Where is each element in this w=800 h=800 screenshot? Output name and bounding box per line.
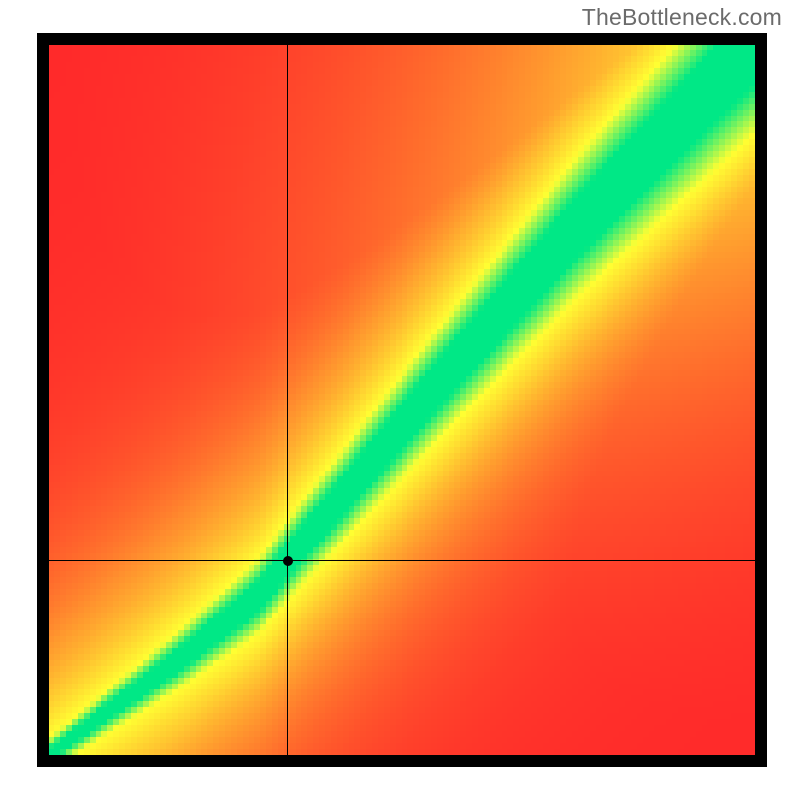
heatmap-area	[49, 45, 755, 755]
crosshair-marker	[283, 556, 293, 566]
watermark-text: TheBottleneck.com	[582, 4, 782, 31]
crosshair-vertical	[287, 45, 288, 755]
figure-container: TheBottleneck.com	[0, 0, 800, 800]
heatmap-canvas	[49, 45, 755, 755]
plot-frame	[37, 33, 767, 767]
crosshair-horizontal	[49, 560, 755, 561]
